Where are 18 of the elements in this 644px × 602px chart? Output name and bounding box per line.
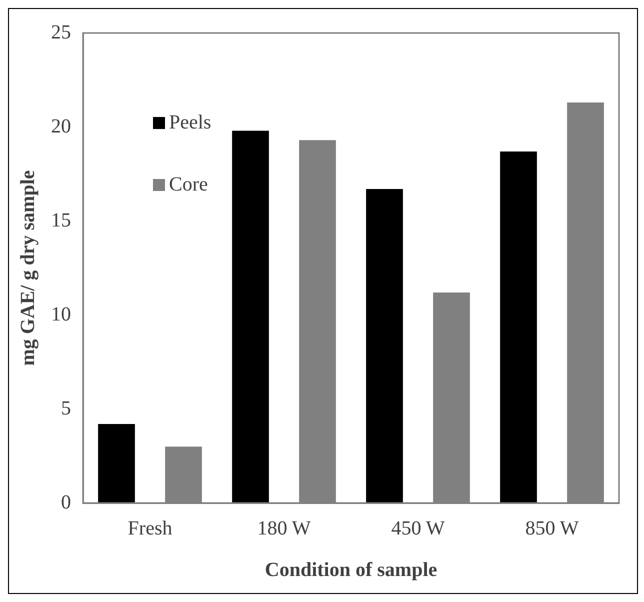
y-tick-label: 0 (61, 491, 71, 514)
y-tick-label: 15 (51, 209, 71, 232)
bar (232, 130, 269, 503)
bar (366, 189, 403, 503)
x-tick-label: Fresh (128, 517, 172, 540)
bar (500, 151, 537, 503)
y-tick-label: 20 (51, 115, 71, 138)
y-tick-label: 25 (51, 21, 71, 44)
x-tick-label: 850 W (525, 517, 579, 540)
x-axis-title: Condition of sample (264, 559, 438, 582)
x-tick-label: 450 W (391, 517, 445, 540)
legend-label: Peels (169, 111, 212, 134)
bar (98, 424, 135, 503)
x-tick-label: 180 W (257, 517, 311, 540)
y-tick-label: 5 (61, 397, 71, 420)
legend-label: Core (169, 173, 208, 196)
y-tick-label: 10 (51, 303, 71, 326)
y-axis-title: mg GAE/ g dry sample (17, 170, 40, 366)
